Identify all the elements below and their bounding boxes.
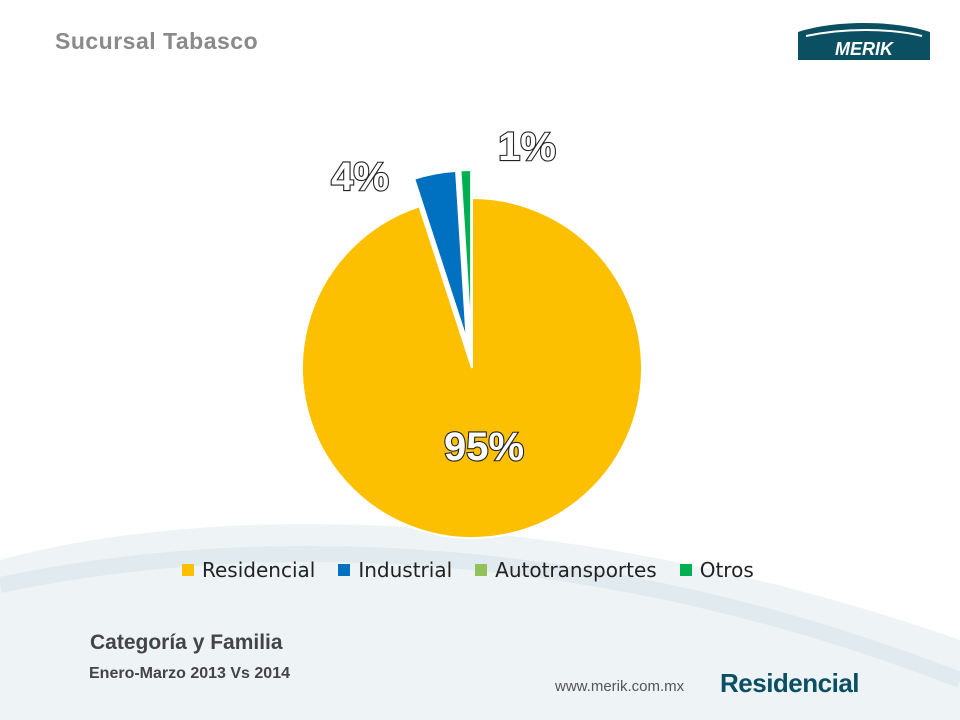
legend-swatch-residencial: [182, 564, 194, 576]
footer-brand: Residencial: [720, 668, 860, 698]
legend-label-industrial: Industrial: [358, 558, 453, 582]
pie-slice-residencial: [301, 196, 643, 539]
legend-label-otros: Otros: [699, 558, 754, 582]
pie-slice-industrial: [412, 169, 468, 341]
footer-subtitle: Enero-Marzo 2013 Vs 2014: [89, 665, 290, 682]
legend-swatch-industrial: [338, 564, 351, 576]
logo-text: MERIK: [835, 39, 895, 59]
legend-label-autotransportes: Autotransportes: [495, 558, 657, 582]
legend-item-residencial: Residencial: [182, 558, 315, 582]
legend-item-autotransportes: Autotransportes: [475, 558, 657, 582]
pie-slice-otros: [459, 169, 473, 341]
chart-legend: Residencial Industrial Autotransportes O…: [182, 558, 777, 582]
legend-item-otros: Otros: [679, 558, 754, 582]
footer-title: Categoría y Familia: [90, 631, 283, 654]
data-label-industrial: 4%: [331, 155, 389, 199]
page-title: Sucursal Tabasco: [55, 28, 259, 54]
legend-swatch-otros: [679, 564, 692, 576]
legend-label-residencial: Residencial: [202, 558, 316, 582]
data-label-residencial: 95%: [444, 425, 524, 469]
legend-item-industrial: Industrial: [338, 558, 452, 582]
data-label-otros: 1%: [498, 125, 556, 169]
legend-swatch-autotransportes: [475, 564, 488, 576]
website-link[interactable]: www.merik.com.mx: [555, 678, 685, 695]
merik-logo: MERIK: [798, 23, 930, 60]
